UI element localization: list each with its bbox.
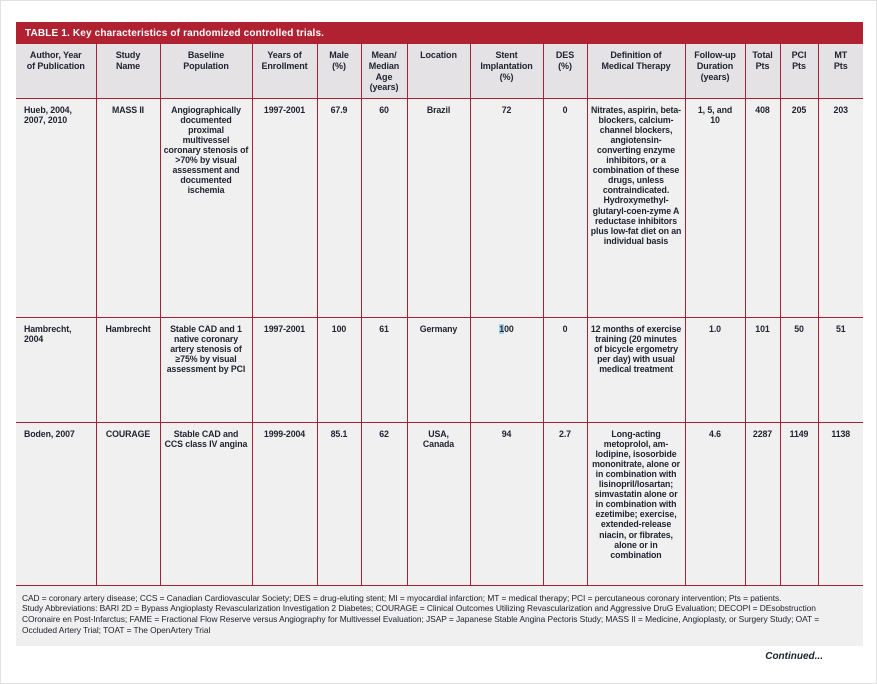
col-header-des-pct: DES (%) — [542, 44, 587, 99]
cell-followup: 1, 5, and 10 — [684, 98, 745, 317]
table-title-text: Key characteristics of randomized contro… — [72, 28, 325, 39]
cell-baseline-population: Stable CAD and 1 native coronary artery … — [159, 316, 252, 422]
cell-mt-pts: 1138 — [817, 421, 863, 586]
cell-total-pts: 101 — [744, 316, 780, 422]
col-header-male-pct: Male (%) — [316, 44, 361, 99]
cell-mt-pts: 51 — [817, 316, 863, 422]
cell-stent-implantation: 94 — [469, 421, 543, 586]
cell-des-pct: 0 — [542, 98, 587, 317]
table-row-hambrecht: Hambrecht, 2004 Hambrecht Stable CAD and… — [16, 316, 863, 422]
abbreviations-note: CAD = coronary artery disease; CCS = Can… — [22, 592, 782, 603]
cell-des-pct: 2.7 — [542, 421, 587, 586]
cell-study-name: COURAGE — [95, 421, 160, 586]
col-header-mt-pts: MT Pts — [817, 44, 863, 99]
col-header-followup-duration: Follow-up Duration (years) — [684, 44, 745, 99]
cell-total-pts: 408 — [744, 98, 780, 317]
cell-author: Hambrecht, 2004 — [16, 316, 96, 422]
cell-years-enrollment: 1997-2001 — [251, 98, 317, 317]
cell-medical-therapy: Nitrates, aspirin, beta-blockers, calciu… — [586, 98, 685, 317]
cell-stent-implantation: 72 — [469, 98, 543, 317]
table-footnotes: CAD = coronary artery disease; CCS = Can… — [16, 586, 863, 647]
cell-pci-pts: 205 — [779, 98, 818, 317]
cell-age: 60 — [360, 98, 407, 317]
col-header-location: Location — [406, 44, 470, 99]
table-row-boden: Boden, 2007 COURAGE Stable CAD and CCS c… — [16, 421, 863, 586]
cell-author: Hueb, 2004, 2007, 2010 — [24, 104, 72, 125]
cell-baseline-population: Angiographically documented proximal mul… — [159, 98, 252, 317]
cell-location: Brazil — [406, 98, 470, 317]
cell-male-pct: 100 — [316, 316, 361, 422]
continued-label: Continued... — [765, 651, 823, 662]
col-header-total-pts: Total Pts — [744, 44, 780, 99]
selection-highlight: 1 — [499, 323, 505, 334]
cell-medical-therapy: Long-acting metoprolol, am-lodipine, iso… — [586, 421, 685, 586]
col-header-age: Mean/ Median Age (years) — [360, 44, 407, 99]
table-number-label: TABLE 1. — [25, 28, 70, 39]
col-header-years-enrollment: Years of Enrollment — [251, 44, 317, 99]
cell-study-name: MASS II — [95, 98, 160, 317]
header-row: Author, Year of Publication Study Name B… — [16, 44, 863, 99]
col-header-baseline-population: Baseline Population — [159, 44, 252, 99]
cell-author: Boden, 2007 — [16, 421, 96, 586]
cell-medical-therapy: 12 months of exercise training (20 minut… — [586, 316, 685, 422]
cell-stent-implantation: 100 — [469, 316, 543, 422]
col-header-stent-implantation: Stent Implantation (%) — [469, 44, 543, 99]
cell-years-enrollment: 1999-2004 — [251, 421, 317, 586]
cell-study-name: Hambrecht — [95, 316, 160, 422]
cell-followup: 4.6 — [684, 421, 745, 586]
table-row-hueb: Hueb, 2004, 2007, 2010 MASS II Angiograp… — [16, 98, 863, 317]
cell-followup: 1.0 — [684, 316, 745, 422]
cell-male-pct: 67.9 — [316, 98, 361, 317]
cell-age: 61 — [360, 316, 407, 422]
col-header-study-name: Study Name — [95, 44, 160, 99]
cell-age: 62 — [360, 421, 407, 586]
cell-pci-pts: 50 — [779, 316, 818, 422]
rct-characteristics-table: Author, Year of Publication Study Name B… — [16, 44, 863, 586]
cell-location: Germany — [406, 316, 470, 422]
cell-baseline-population: Stable CAD and CCS class IV angina — [159, 421, 252, 586]
cell-location: USA, Canada — [406, 421, 470, 586]
table-title-banner: TABLE 1. Key characteristics of randomize… — [16, 22, 863, 44]
col-header-pci-pts: PCI Pts — [779, 44, 818, 99]
col-header-medical-therapy-definition: Definition of Medical Therapy — [586, 44, 685, 99]
col-header-author: Author, Year of Publication — [16, 44, 96, 99]
cell-text: 00 — [504, 323, 514, 334]
cell-years-enrollment: 1997-2001 — [251, 316, 317, 422]
cell-des-pct: 0 — [542, 316, 587, 422]
cell-total-pts: 2287 — [744, 421, 780, 586]
study-abbreviations-note: Study Abbreviations: BARI 2D = Bypass An… — [22, 603, 820, 636]
cell-pci-pts: 1149 — [779, 421, 818, 586]
table-panel: TABLE 1. Key characteristics of randomize… — [16, 22, 863, 647]
cell-male-pct: 85.1 — [316, 421, 361, 586]
cell-mt-pts: 203 — [817, 98, 863, 317]
